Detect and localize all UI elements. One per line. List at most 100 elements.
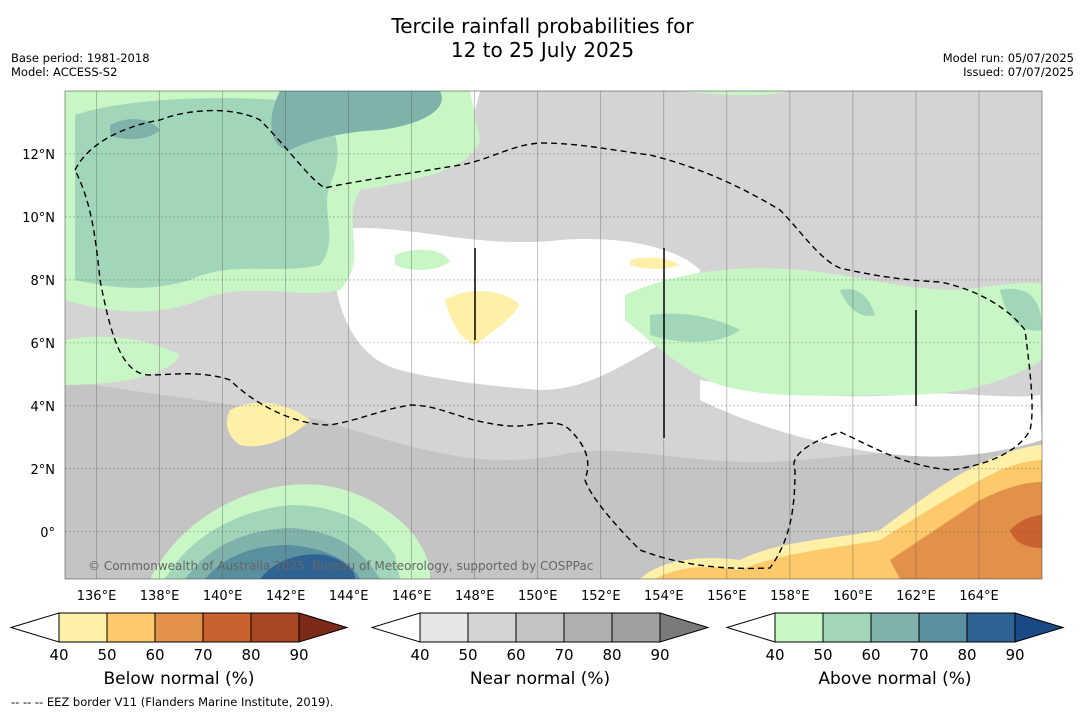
x-tick-labels: 136°E 138°E 140°E 142°E 144°E 146°E 148°E 150°E… [77, 589, 999, 604]
below-normal-center [445, 290, 520, 345]
y-tick-label: 10°N [22, 211, 55, 226]
legend-high-arrow [1014, 612, 1065, 643]
y-tick-label: 6°N [31, 337, 56, 352]
y-tick-label: 0° [40, 526, 55, 541]
legend-high-arrow [659, 612, 710, 643]
legend-swatch [822, 612, 872, 643]
legends: 40 50 60 70 80 90 Below normal (%) 40 50 60 70 80 90… [9, 612, 1065, 689]
legend-near: 40 50 60 70 80 90 Near normal (%) [370, 612, 710, 689]
legend-caption: Near normal (%) [470, 669, 610, 689]
title-line-2: 12 to 25 July 2025 [450, 38, 635, 62]
legend-tick: 80 [957, 646, 976, 664]
above-normal-south-80 [260, 554, 355, 579]
legend-tick: 80 [602, 646, 621, 664]
legend-low-arrow [725, 612, 776, 643]
above-normal-nw-50 [75, 98, 338, 288]
above-normal-east-40 [625, 268, 1042, 396]
below-normal-se-60 [890, 482, 1042, 579]
legend-swatch [870, 612, 920, 643]
gridlines [65, 91, 1042, 579]
map-field [65, 91, 1042, 579]
issued-date: Issued: 07/07/2025 [963, 65, 1074, 79]
x-tick-label: 142°E [266, 589, 306, 604]
x-tick-label: 140°E [203, 589, 243, 604]
x-tick-label: 152°E [581, 589, 621, 604]
legend-tick: 70 [193, 646, 212, 664]
above-normal-east-50a [650, 313, 740, 342]
legend-low-arrow [9, 612, 60, 643]
legend-high-arrow [298, 612, 349, 643]
legend-tick: 70 [909, 646, 928, 664]
x-tick-label: 144°E [329, 589, 369, 604]
legend-swatch [774, 612, 824, 643]
legend-caption: Below normal (%) [104, 669, 255, 689]
meta-left: Base period: 1981-2018 Model: ACCESS-S2 [11, 51, 150, 79]
legend-tick: 90 [1005, 646, 1024, 664]
above-normal-west [65, 336, 180, 385]
below-normal-west [227, 402, 310, 447]
meta-right: Model run: 05/07/2025 Issued: 07/07/2025 [943, 51, 1074, 79]
below-normal-small [630, 257, 680, 269]
map-frame [64, 90, 1043, 580]
legend-tick: 60 [506, 646, 525, 664]
y-tick-label: 2°N [31, 463, 56, 478]
base-period: Base period: 1981-2018 [11, 51, 150, 65]
above-normal-north-east [680, 91, 790, 96]
title-line-1: Tercile rainfall probabilities for [391, 14, 694, 38]
legend-low-arrow [370, 612, 421, 643]
legend-below: 40 50 60 70 80 90 Below normal (%) [9, 612, 349, 689]
x-tick-label: 138°E [140, 589, 180, 604]
islands [474, 248, 917, 438]
legend-swatch [58, 612, 108, 643]
x-tick-label: 158°E [770, 589, 810, 604]
legend-swatch [106, 612, 156, 643]
legend-swatch [467, 612, 517, 643]
x-tick-label: 154°E [644, 589, 684, 604]
legend-above: 40 50 60 70 80 90 Above normal (%) [725, 612, 1065, 689]
legend-swatch [563, 612, 613, 643]
legend-tick: 70 [554, 646, 573, 664]
x-tick-label: 136°E [77, 589, 117, 604]
above-normal-east-50b [840, 289, 875, 316]
legend-tick: 60 [861, 646, 880, 664]
x-tick-label: 156°E [707, 589, 747, 604]
model-run: Model run: 05/07/2025 [942, 51, 1074, 65]
model-name: Model: ACCESS-S2 [11, 65, 118, 79]
legend-tick: 40 [49, 646, 68, 664]
legend-swatch [419, 612, 469, 643]
y-tick-label: 12°N [22, 148, 55, 163]
legend-tick: 50 [97, 646, 116, 664]
x-tick-label: 148°E [455, 589, 495, 604]
legend-tick: 40 [765, 646, 784, 664]
legend-swatch [154, 612, 204, 643]
above-normal-east-50c [1000, 288, 1042, 331]
legend-swatch [202, 612, 252, 643]
legend-swatch [515, 612, 565, 643]
above-normal-center-blob [395, 249, 450, 270]
legend-tick: 60 [145, 646, 164, 664]
legend-swatch [966, 612, 1016, 643]
x-tick-label: 162°E [896, 589, 936, 604]
x-tick-label: 146°E [392, 589, 432, 604]
y-tick-label: 4°N [31, 400, 56, 415]
x-tick-label: 150°E [518, 589, 558, 604]
legend-tick: 90 [650, 646, 669, 664]
climatology-zone-east [700, 380, 1042, 457]
legend-tick: 90 [289, 646, 308, 664]
y-tick-label: 8°N [31, 274, 56, 289]
legend-caption: Above normal (%) [818, 669, 971, 689]
legend-tick: 80 [241, 646, 260, 664]
eez-border [74, 109, 1033, 570]
above-normal-nw-60 [271, 91, 442, 150]
x-tick-label: 164°E [959, 589, 999, 604]
copyright: © Commonwealth of Australia 2025. Bureau… [88, 559, 593, 573]
legend-swatch [250, 612, 300, 643]
x-tick-label: 160°E [833, 589, 873, 604]
legend-swatch [918, 612, 968, 643]
legend-tick: 40 [410, 646, 429, 664]
footer-note: -- -- -- EEZ border V11 (Flanders Marine… [11, 695, 334, 709]
legend-tick: 50 [813, 646, 832, 664]
legend-tick: 50 [458, 646, 477, 664]
legend-swatch [611, 612, 661, 643]
